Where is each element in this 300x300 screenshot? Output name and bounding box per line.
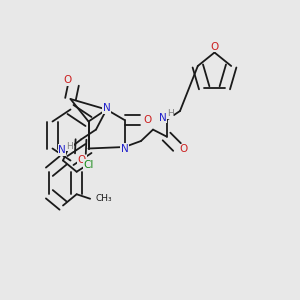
Text: N: N xyxy=(121,143,128,154)
Text: O: O xyxy=(179,144,188,154)
Text: O: O xyxy=(63,75,72,85)
Text: O: O xyxy=(78,155,86,165)
Text: O: O xyxy=(210,41,219,52)
Text: H: H xyxy=(67,142,73,151)
Text: H: H xyxy=(167,110,173,118)
Text: N: N xyxy=(58,145,66,155)
Text: N: N xyxy=(159,112,167,123)
Text: Cl: Cl xyxy=(83,160,94,170)
Text: O: O xyxy=(144,115,152,125)
Text: N: N xyxy=(103,103,110,113)
Text: CH₃: CH₃ xyxy=(95,194,112,203)
